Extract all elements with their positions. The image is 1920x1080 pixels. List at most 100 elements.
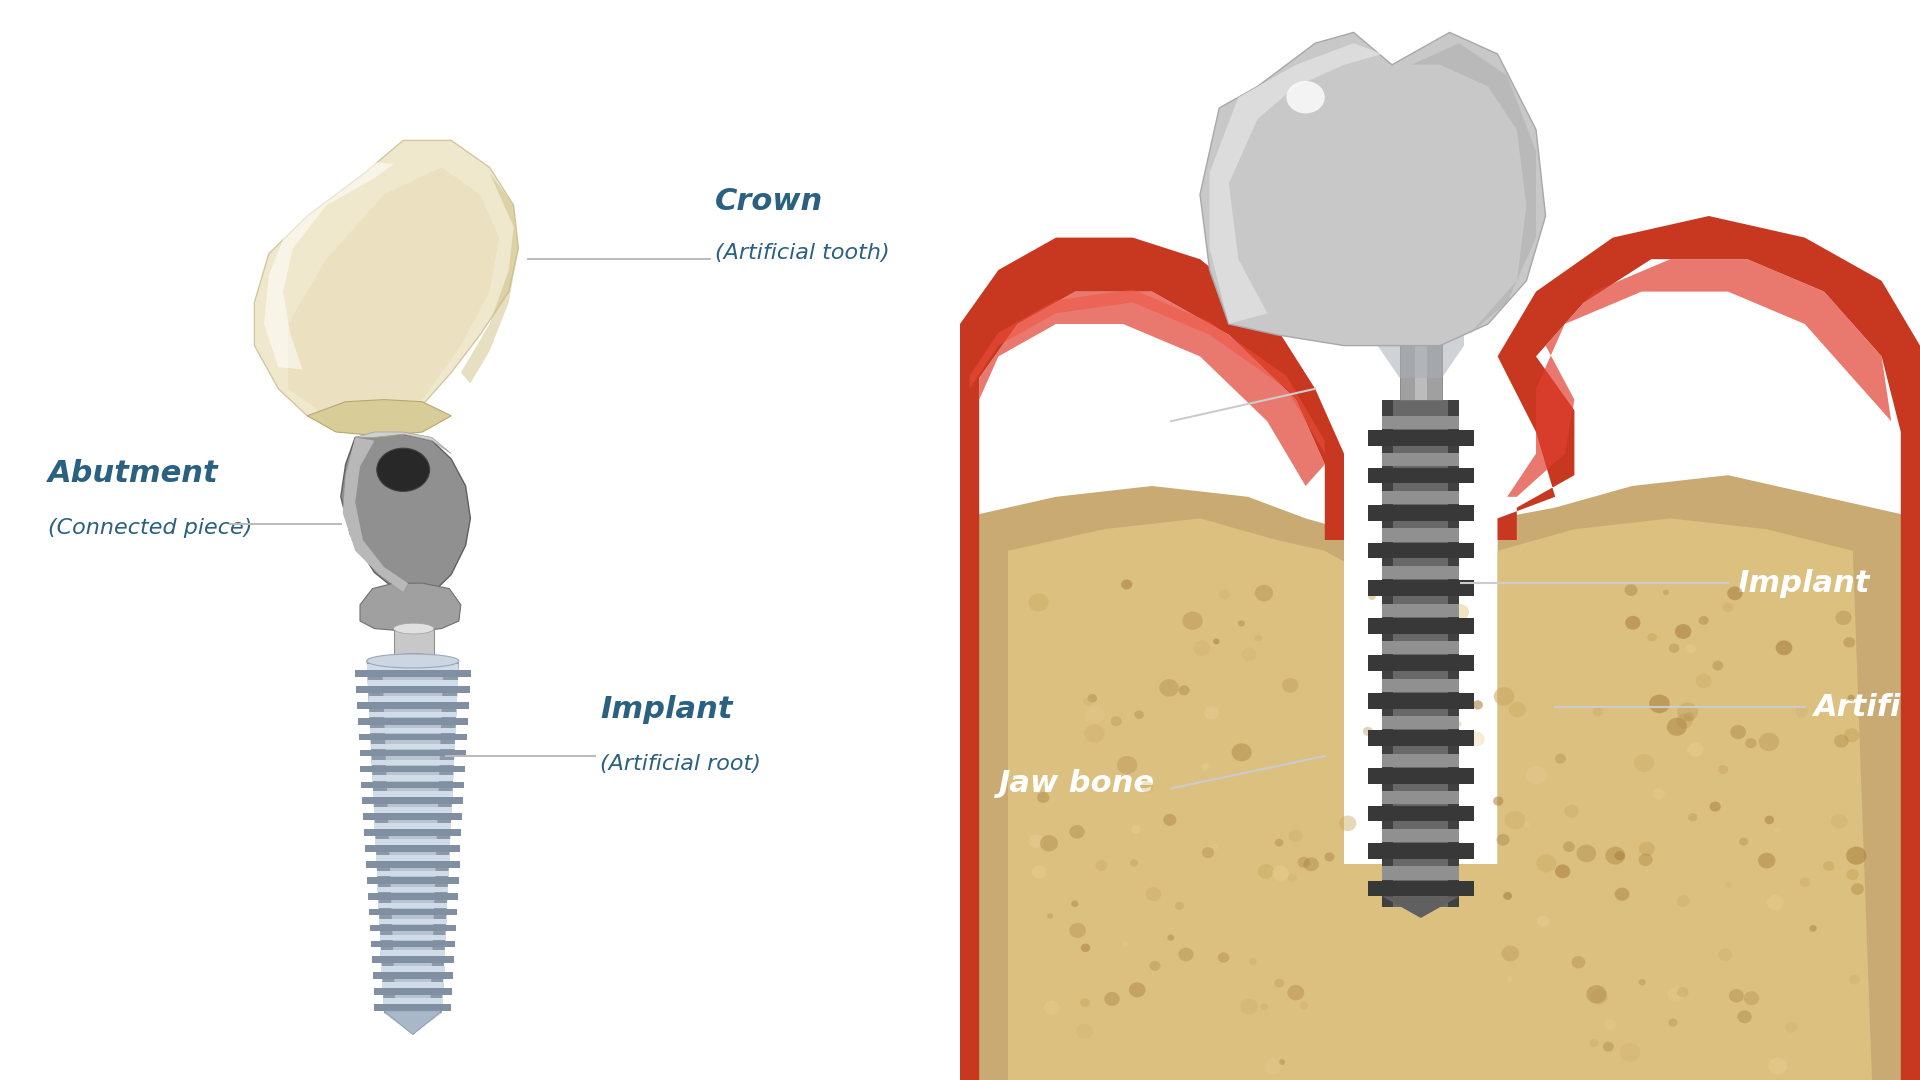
Bar [371, 728, 455, 733]
Ellipse shape [1538, 916, 1549, 927]
Ellipse shape [1740, 837, 1749, 846]
Bar [372, 759, 453, 765]
Ellipse shape [1242, 648, 1256, 661]
Ellipse shape [1555, 864, 1571, 878]
Ellipse shape [1624, 616, 1640, 630]
Bar [380, 934, 445, 940]
Bar [1382, 642, 1459, 654]
Ellipse shape [1046, 914, 1052, 919]
Polygon shape [1210, 43, 1382, 324]
Ellipse shape [1678, 703, 1697, 721]
Bar [1382, 828, 1459, 842]
Bar [1367, 806, 1475, 821]
Ellipse shape [1300, 1002, 1308, 1009]
Ellipse shape [1275, 978, 1284, 987]
Bar [1367, 505, 1475, 521]
Ellipse shape [1676, 714, 1693, 729]
Bar [367, 861, 459, 867]
Ellipse shape [1129, 983, 1146, 997]
Ellipse shape [1768, 1057, 1788, 1075]
Ellipse shape [1676, 987, 1688, 998]
Bar [378, 919, 447, 924]
Ellipse shape [1273, 866, 1288, 881]
Ellipse shape [1069, 922, 1087, 937]
Ellipse shape [1394, 757, 1404, 766]
Ellipse shape [1759, 732, 1780, 751]
Text: Jaw bone: Jaw bone [998, 769, 1154, 797]
Polygon shape [253, 140, 518, 423]
Ellipse shape [1674, 624, 1692, 639]
Ellipse shape [1469, 731, 1484, 746]
Bar [1382, 716, 1459, 729]
Bar [1382, 792, 1459, 805]
Bar [363, 813, 463, 820]
Ellipse shape [1413, 653, 1432, 670]
Bar [365, 846, 461, 852]
Bar [1367, 843, 1475, 859]
Bar [355, 686, 470, 692]
Ellipse shape [1210, 843, 1219, 851]
Bar [1400, 313, 1442, 400]
Bar [1382, 528, 1459, 541]
Ellipse shape [1576, 845, 1596, 862]
Polygon shape [461, 173, 518, 383]
Text: (Artificial root): (Artificial root) [599, 754, 760, 774]
Bar [372, 957, 453, 963]
Polygon shape [1507, 259, 1891, 497]
Ellipse shape [1279, 1059, 1284, 1065]
Bar [1367, 768, 1475, 784]
Ellipse shape [1081, 998, 1091, 1007]
Polygon shape [1411, 43, 1536, 335]
Ellipse shape [1325, 852, 1334, 862]
Ellipse shape [1590, 989, 1607, 1004]
Text: Implant: Implant [1738, 569, 1870, 597]
Ellipse shape [1194, 640, 1210, 656]
Polygon shape [361, 583, 461, 632]
Ellipse shape [394, 623, 434, 634]
Ellipse shape [1404, 684, 1413, 693]
Ellipse shape [1594, 707, 1603, 717]
Ellipse shape [1110, 716, 1121, 726]
Ellipse shape [1029, 834, 1044, 848]
Ellipse shape [1634, 754, 1653, 772]
Ellipse shape [1117, 756, 1137, 774]
Ellipse shape [1179, 947, 1194, 961]
Ellipse shape [1526, 766, 1546, 784]
Ellipse shape [1392, 580, 1411, 598]
Ellipse shape [1150, 961, 1160, 971]
Bar [363, 797, 463, 805]
Bar [357, 702, 468, 708]
Bar [371, 744, 455, 750]
Ellipse shape [1219, 590, 1231, 599]
Bar [380, 967, 445, 972]
Ellipse shape [1494, 796, 1503, 806]
Text: (Artificial tooth): (Artificial tooth) [714, 243, 889, 264]
Ellipse shape [1217, 953, 1229, 962]
Ellipse shape [1096, 860, 1108, 870]
Ellipse shape [1638, 853, 1653, 866]
Bar [1382, 416, 1459, 429]
Polygon shape [430, 661, 459, 1013]
Bar [369, 893, 457, 900]
Ellipse shape [1684, 712, 1695, 721]
Ellipse shape [1638, 978, 1645, 985]
Bar [1382, 454, 1459, 467]
Bar [374, 839, 451, 845]
Bar [371, 941, 455, 947]
Ellipse shape [1275, 839, 1283, 847]
Ellipse shape [1283, 678, 1298, 692]
Ellipse shape [1555, 754, 1567, 764]
Bar [1382, 400, 1394, 907]
Ellipse shape [1695, 674, 1711, 688]
Ellipse shape [1776, 827, 1782, 833]
Bar [1367, 430, 1475, 446]
Ellipse shape [1709, 801, 1720, 811]
Ellipse shape [1730, 725, 1745, 739]
Ellipse shape [1407, 778, 1421, 789]
Ellipse shape [1688, 813, 1697, 822]
Ellipse shape [1851, 883, 1864, 895]
Ellipse shape [1179, 686, 1190, 696]
Ellipse shape [1423, 811, 1434, 822]
Bar [1367, 656, 1475, 671]
Ellipse shape [1824, 861, 1834, 872]
